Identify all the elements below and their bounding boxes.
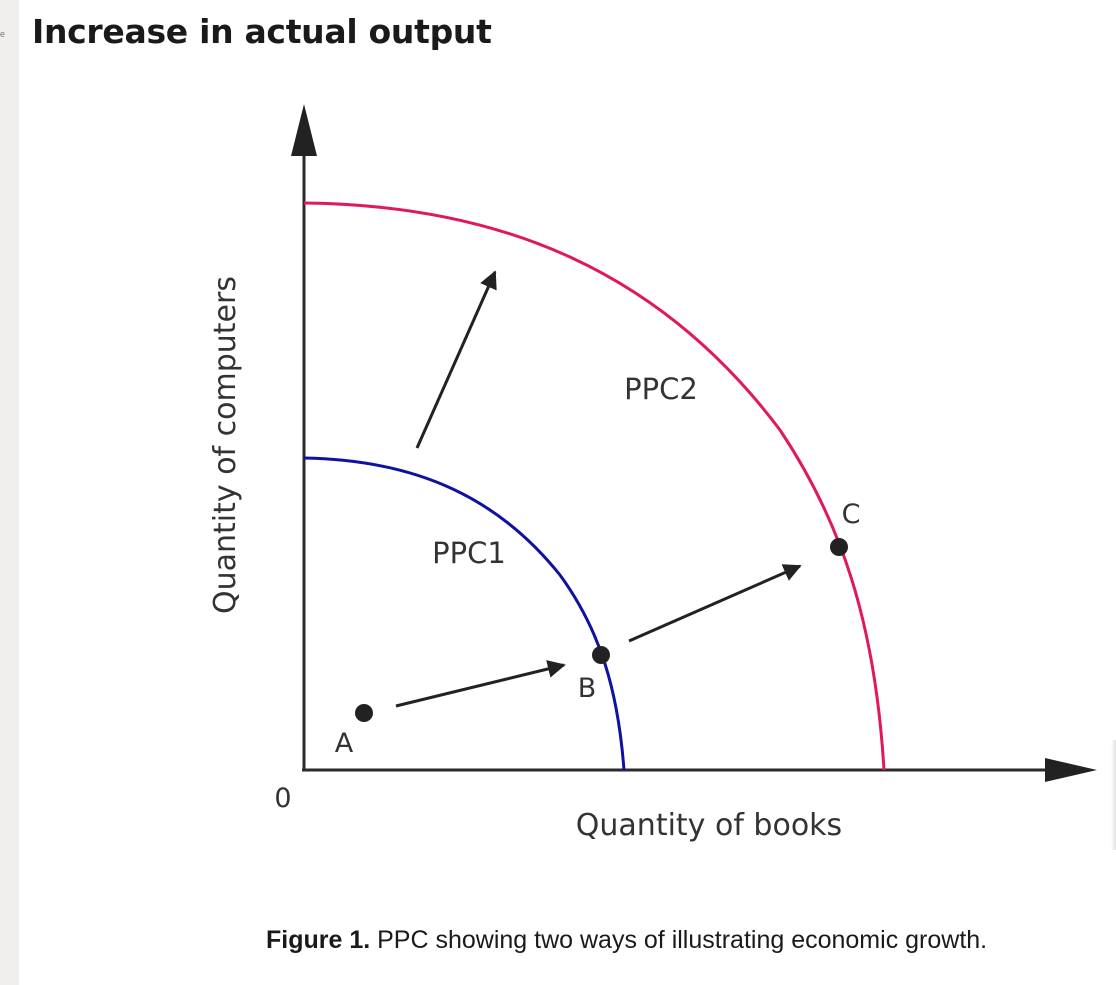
page-heading: Increase in actual output: [32, 12, 492, 51]
edge-shadow: [1111, 740, 1116, 850]
left-rail: e: [0, 0, 19, 985]
caption-figure-number: Figure 1.: [266, 926, 371, 954]
point-c-label: C: [842, 499, 861, 530]
ppc1-curve: [303, 456, 626, 771]
ppc2-label: PPC2: [624, 372, 698, 406]
rail-glyph: e: [0, 29, 6, 39]
point-a-label: A: [335, 728, 354, 759]
arrow-b-to-c: [628, 564, 802, 643]
x-axis-arrowhead: [1045, 758, 1097, 782]
point-a: [355, 704, 373, 722]
figure-caption: Figure 1. PPC showing two ways of illust…: [266, 926, 987, 955]
shift-arrow: [415, 270, 497, 449]
x-axis-label: Quantity of books: [576, 808, 842, 843]
ppc-diagram: A B C PPC1 PPC2 0 Quantity of books Quan…: [208, 104, 1097, 843]
y-axis-arrowhead: [291, 104, 317, 156]
point-b-label: B: [578, 673, 597, 704]
point-b: [592, 646, 610, 664]
y-axis-label: Quantity of computers: [208, 276, 243, 614]
caption-text: PPC showing two ways of illustrating eco…: [370, 926, 988, 954]
ppc2-curve: [303, 201, 886, 771]
origin-label: 0: [274, 783, 291, 814]
ppc1-label: PPC1: [432, 536, 506, 570]
arrow-a-to-b: [395, 660, 566, 708]
point-c: [830, 538, 848, 556]
